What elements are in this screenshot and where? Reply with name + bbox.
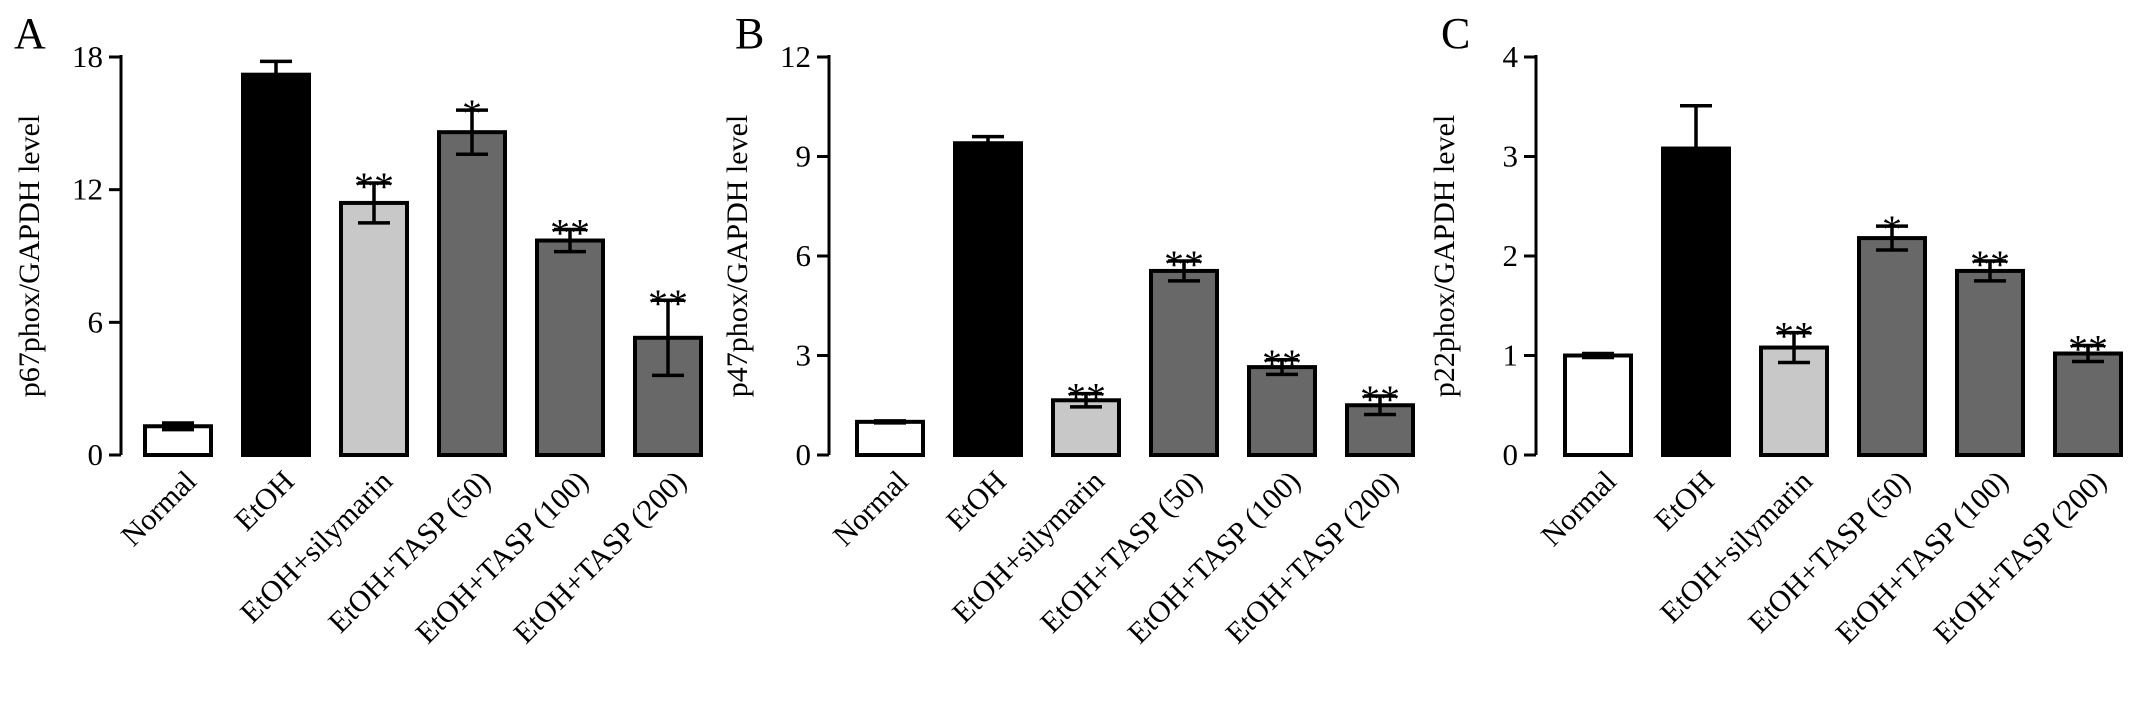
x-category-label: EtOH — [228, 465, 301, 538]
y-tick-label: 0 — [88, 437, 104, 472]
x-category-label: EtOH+TASP (200) — [1928, 465, 2113, 650]
significance-label: ** — [550, 210, 590, 255]
bar — [241, 72, 311, 457]
x-category-label: EtOH+TASP (100) — [1830, 465, 2015, 650]
y-tick-label: 18 — [72, 39, 103, 74]
significance-label: ** — [1774, 314, 1814, 359]
significance-label: * — [1882, 207, 1902, 252]
bar — [1563, 353, 1633, 457]
y-tick-label: 3 — [796, 338, 812, 373]
panel-letter: C — [1441, 9, 1470, 58]
significance-label: ** — [1262, 341, 1302, 386]
significance-label: ** — [1066, 375, 1106, 420]
significance-label: * — [462, 91, 482, 136]
x-category-label: Normal — [115, 465, 203, 553]
bar — [1857, 236, 1927, 457]
y-tick-label: 6 — [88, 304, 104, 339]
y-tick-label: 12 — [780, 39, 811, 74]
chart-panel-a: A 0 6 12 18 p67phox/GAPDH level Normal EtOH ** Et… — [13, 9, 703, 650]
x-category-label: Normal — [1535, 465, 1623, 553]
significance-label: ** — [648, 281, 688, 326]
bar — [1149, 268, 1219, 457]
bar — [953, 141, 1023, 457]
y-tick-label: 12 — [72, 172, 103, 207]
panel-letter: A — [14, 9, 46, 58]
significance-label: ** — [354, 164, 394, 209]
x-category-label: EtOH — [1648, 465, 1721, 538]
y-tick-label: 1 — [1503, 338, 1519, 373]
bar — [1955, 268, 2025, 457]
bar — [855, 419, 925, 458]
significance-label: ** — [2068, 327, 2108, 372]
y-axis-label: p22phox/GAPDH level — [1428, 115, 1461, 397]
y-tick-label: 0 — [1503, 437, 1519, 472]
bar — [1661, 146, 1731, 457]
bar — [339, 200, 409, 457]
bar — [437, 130, 507, 458]
x-category-label: EtOH+TASP (200) — [1220, 465, 1405, 650]
bar — [535, 238, 605, 457]
x-category-label: EtOH+TASP (100) — [410, 465, 595, 650]
x-category-label: EtOH — [940, 465, 1013, 538]
bar — [1247, 365, 1317, 458]
significance-label: ** — [1970, 242, 2010, 287]
x-category-label: EtOH+TASP (100) — [1122, 465, 1307, 650]
y-axis-label: p67phox/GAPDH level — [13, 115, 46, 397]
y-axis-label: p47phox/GAPDH level — [721, 115, 754, 397]
x-category-label: EtOH+TASP (200) — [508, 465, 693, 650]
y-tick-label: 2 — [1503, 238, 1519, 273]
panel-letter: B — [735, 9, 764, 58]
y-tick-label: 9 — [796, 139, 812, 174]
y-tick-label: 3 — [1503, 139, 1519, 174]
y-tick-label: 0 — [796, 437, 812, 472]
chart-panel-b: B 0 3 6 9 12 p47phox/GAPDH level Normal EtOH ** Et… — [721, 9, 1415, 650]
significance-label: ** — [1360, 377, 1400, 422]
bar — [1759, 345, 1829, 458]
y-tick-label: 6 — [796, 238, 812, 273]
y-tick-label: 4 — [1503, 39, 1519, 74]
chart-panel-c: C 0 1 2 3 4 p22phox/GAPDH level Normal EtOH ** EtO… — [1428, 9, 2123, 650]
significance-label: ** — [1164, 242, 1204, 287]
x-category-label: Normal — [827, 465, 915, 553]
